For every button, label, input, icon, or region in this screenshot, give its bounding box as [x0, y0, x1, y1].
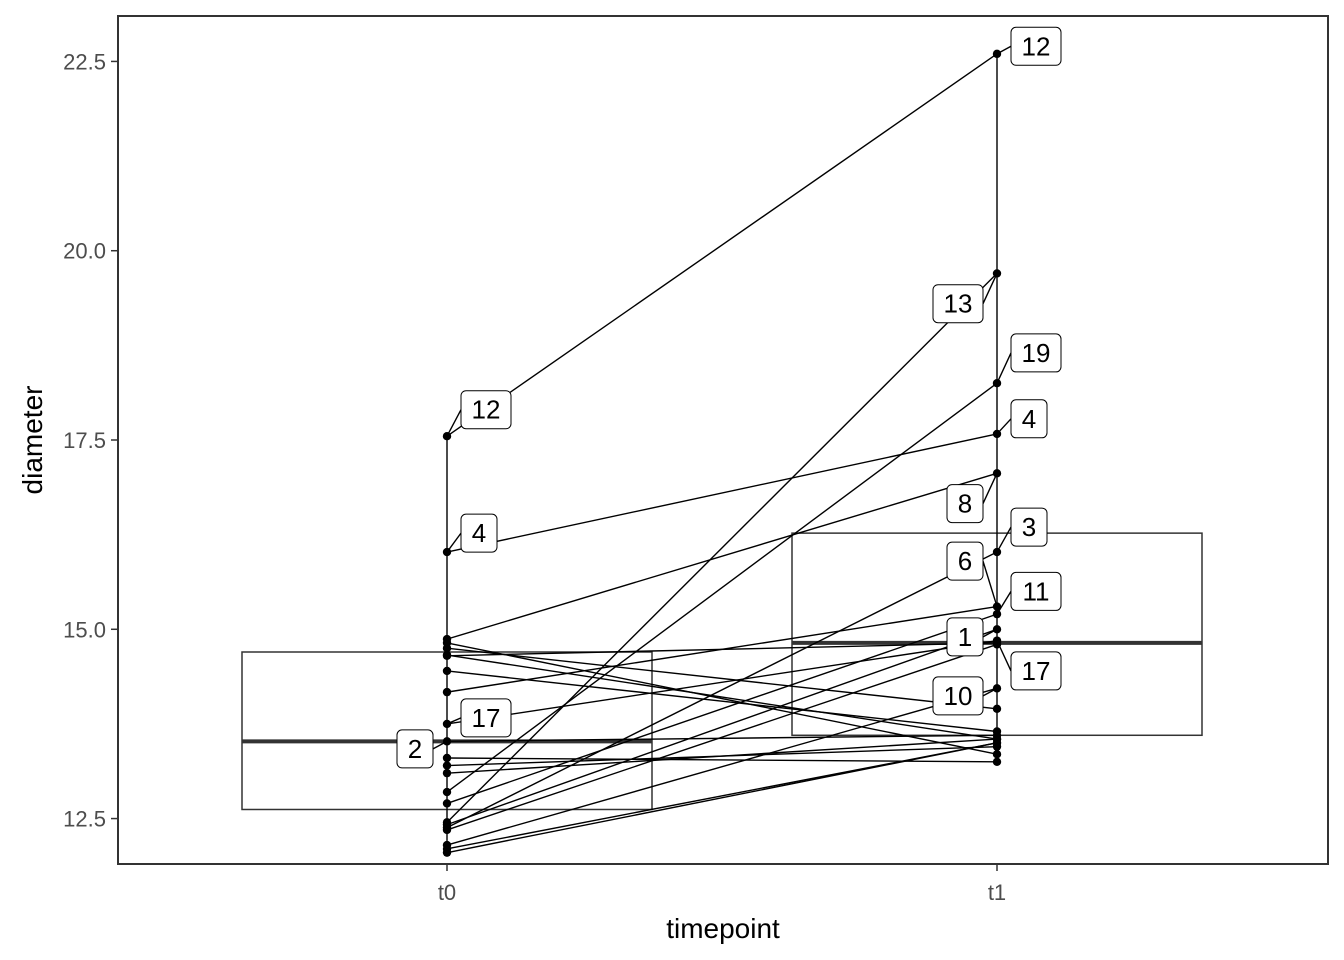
label-connector: [996, 352, 1012, 384]
data-point-t0: [442, 825, 452, 835]
point-label: 10: [944, 681, 973, 711]
data-point-t0: [442, 666, 452, 676]
point-label: 2: [408, 734, 422, 764]
data-point-t1: [992, 269, 1002, 278]
label-connector: [446, 532, 462, 553]
y-tick-label: 20.0: [63, 239, 106, 264]
pair-lines-layer: [446, 53, 998, 854]
pair-line: [446, 433, 998, 553]
point-label-box: [460, 698, 512, 738]
data-point-t0: [442, 848, 452, 857]
label-connector: [982, 473, 998, 504]
data-point-t1: [992, 757, 1002, 766]
point-label: 17: [472, 703, 501, 733]
x-tick-label: t1: [988, 880, 1006, 905]
point-label-box: [946, 541, 984, 581]
label-connector: [982, 687, 998, 697]
label-connector: [996, 640, 1012, 672]
y-tick-label: 12.5: [63, 807, 106, 832]
data-point-t0: [442, 799, 452, 808]
data-point-t0: [442, 753, 452, 763]
pair-line: [446, 628, 998, 826]
pair-line: [446, 613, 998, 805]
point-label-box: [1010, 399, 1048, 439]
point-label-box: [396, 729, 434, 769]
data-point-t0: [442, 761, 452, 770]
y-axis-title: diameter: [17, 386, 48, 495]
data-point-t0: [442, 687, 452, 697]
point-label: 13: [944, 289, 973, 319]
point-label: 17: [1022, 656, 1051, 686]
point-label-box: [1010, 571, 1062, 611]
label-connector: [996, 418, 1012, 435]
point-label: 1: [958, 622, 972, 652]
data-point-t0: [442, 644, 452, 653]
point-label-box: [1010, 651, 1062, 691]
label-connector: [982, 273, 998, 305]
point-label-box: [932, 676, 984, 716]
label-connector: [996, 526, 1012, 553]
point-label: 19: [1022, 338, 1051, 368]
y-tick-label: 17.5: [63, 428, 106, 453]
pair-line: [446, 642, 998, 657]
label-connector: [432, 740, 448, 750]
label-connector: [996, 45, 1012, 55]
point-label: 8: [958, 489, 972, 519]
data-point-t0: [442, 818, 452, 827]
y-axis: 12.5 15.0 17.5 20.0 22.5: [63, 49, 118, 832]
point-label-box: [1010, 507, 1048, 547]
pair-line: [446, 738, 998, 774]
pair-line: [446, 272, 998, 823]
pair-line: [446, 643, 998, 831]
point-label-box: [460, 513, 498, 553]
pair-line: [446, 670, 998, 733]
pair-line: [446, 639, 998, 725]
data-point-t0: [442, 651, 452, 660]
label-connector: [996, 591, 1012, 615]
data-point-t0: [442, 787, 452, 797]
data-point-t1: [992, 734, 1002, 744]
label-connector: [982, 628, 998, 638]
data-point-t1: [992, 750, 1002, 759]
x-tick-label: t0: [438, 880, 456, 905]
point-label: 12: [472, 395, 501, 425]
point-label: 4: [472, 518, 486, 548]
label-connector: [446, 409, 462, 437]
pair-line: [446, 647, 998, 710]
point-label-box: [460, 390, 512, 430]
data-point-t1: [992, 469, 1002, 478]
point-label-box: [946, 484, 984, 524]
pair-line: [446, 654, 998, 740]
pair-line: [446, 687, 998, 846]
pair-line: [446, 642, 998, 755]
y-tick-label: 22.5: [63, 49, 106, 74]
label-connector: [446, 717, 462, 725]
pair-line: [446, 382, 998, 793]
pair-line: [446, 742, 998, 854]
pair-line: [446, 472, 998, 640]
point-label: 12: [1022, 31, 1051, 61]
point-label: 11: [1023, 576, 1050, 606]
data-point-t0: [442, 840, 452, 850]
y-tick-label: 15.0: [63, 617, 106, 642]
point-label: 6: [958, 546, 972, 576]
point-label-box: [1010, 26, 1062, 66]
point-label: 3: [1022, 512, 1036, 542]
point-label-box: [932, 284, 984, 324]
point-label: 4: [1022, 404, 1036, 434]
point-label-box: [946, 617, 984, 657]
label-connector: [982, 560, 998, 607]
data-point-t0: [442, 768, 452, 778]
pair-line: [446, 551, 998, 829]
points-layer: [442, 49, 1002, 857]
pair-line: [446, 53, 998, 437]
data-point-t1: [992, 727, 1002, 736]
point-label-box: [1010, 333, 1062, 373]
data-point-t1: [992, 704, 1002, 713]
x-axis-title: timepoint: [666, 913, 780, 944]
x-axis: t0 t1: [438, 864, 1006, 905]
